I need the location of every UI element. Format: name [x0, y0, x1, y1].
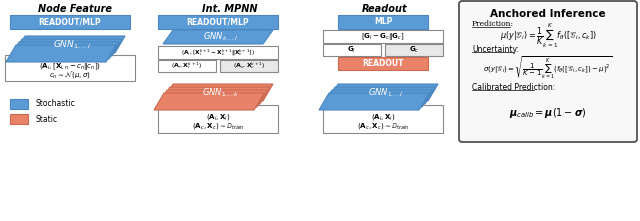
Text: $(\mathbf{A}_c, \mathbf{X}_c^{k+1})$: $(\mathbf{A}_c, \mathbf{X}_c^{k+1})$: [233, 61, 266, 71]
Text: Static: Static: [35, 114, 57, 124]
Text: $\mu(y|\mathscr{G}_i) = \dfrac{1}{K}\sum_{k=1}^{K} f_\theta([\mathscr{G}_i, c_k]: $\mu(y|\mathscr{G}_i) = \dfrac{1}{K}\sum…: [500, 22, 596, 50]
FancyBboxPatch shape: [158, 46, 278, 59]
Text: Readout: Readout: [362, 4, 408, 14]
Text: Uncertainty:: Uncertainty:: [472, 44, 519, 53]
Text: READOUT/MLP: READOUT/MLP: [187, 17, 250, 27]
Polygon shape: [328, 84, 438, 101]
Text: $(\mathbf{A}_i, [\mathbf{X}_i^{k+1} - \mathbf{X}_c^{k+1} \| \mathbf{X}_c^{k+1}]): $(\mathbf{A}_i, [\mathbf{X}_i^{k+1} - \m…: [181, 47, 255, 58]
Text: READOUT/MLP: READOUT/MLP: [38, 17, 101, 27]
Polygon shape: [6, 45, 116, 62]
Polygon shape: [322, 90, 432, 107]
Text: Node Feature: Node Feature: [38, 4, 112, 14]
FancyBboxPatch shape: [158, 15, 278, 29]
FancyBboxPatch shape: [323, 105, 443, 133]
Text: Int. MPNN: Int. MPNN: [202, 4, 258, 14]
Text: $GNN_{1...k}$: $GNN_{1...k}$: [202, 87, 240, 99]
Polygon shape: [319, 93, 429, 110]
FancyBboxPatch shape: [10, 15, 130, 29]
Text: $(\mathbf{A}_i, \mathbf{X}_i)$: $(\mathbf{A}_i, \mathbf{X}_i)$: [371, 112, 396, 122]
Text: $\mathbf{G}_c$: $\mathbf{G}_c$: [409, 45, 419, 55]
Text: $GNN_{k...l}$: $GNN_{k...l}$: [204, 31, 239, 43]
Text: $(\mathbf{A}_c, \mathbf{X}_c) \sim \mathbb{D}_{train}$: $(\mathbf{A}_c, \mathbf{X}_c) \sim \math…: [192, 121, 244, 131]
Text: READOUT: READOUT: [362, 59, 404, 68]
Text: Stochastic: Stochastic: [35, 99, 75, 109]
Polygon shape: [163, 30, 273, 44]
Text: Prediction:: Prediction:: [472, 20, 514, 28]
Text: $c_n \sim \mathcal{N}(\mu, \sigma)$: $c_n \sim \mathcal{N}(\mu, \sigma)$: [49, 69, 91, 80]
Text: Anchored Inference: Anchored Inference: [490, 9, 606, 19]
FancyBboxPatch shape: [323, 30, 443, 43]
FancyBboxPatch shape: [10, 99, 28, 109]
FancyBboxPatch shape: [459, 1, 637, 142]
Polygon shape: [15, 36, 125, 53]
Polygon shape: [325, 87, 435, 104]
FancyBboxPatch shape: [323, 44, 381, 56]
FancyBboxPatch shape: [5, 55, 135, 81]
Polygon shape: [154, 93, 264, 110]
Polygon shape: [157, 90, 267, 107]
Text: Calibrated Prediction:: Calibrated Prediction:: [472, 82, 556, 91]
Polygon shape: [163, 84, 273, 101]
Text: $(\mathbf{A}_c, \mathbf{X}_c) \sim \mathbb{D}_{train}$: $(\mathbf{A}_c, \mathbf{X}_c) \sim \math…: [356, 121, 409, 131]
Text: MLP: MLP: [374, 17, 392, 27]
Text: $[\mathbf{G}_i - \mathbf{G}_c \| \mathbf{G}_c]$: $[\mathbf{G}_i - \mathbf{G}_c \| \mathbf…: [361, 31, 405, 42]
Polygon shape: [160, 87, 270, 104]
FancyBboxPatch shape: [338, 15, 428, 29]
FancyBboxPatch shape: [158, 60, 216, 72]
FancyBboxPatch shape: [10, 114, 28, 124]
Text: $\sigma(y|\mathscr{G}_i) = \sqrt{\dfrac{1}{K-1}\sum_{k=1}^{K}(f_\theta([\mathscr: $\sigma(y|\mathscr{G}_i) = \sqrt{\dfrac{…: [483, 54, 612, 80]
Text: $GNN_{1...l}$: $GNN_{1...l}$: [368, 87, 404, 99]
Text: $GNN_{1...l}$: $GNN_{1...l}$: [53, 39, 91, 51]
Text: $(\mathbf{A}_i, \mathbf{X}_i^{k+1})$: $(\mathbf{A}_i, \mathbf{X}_i^{k+1})$: [172, 61, 203, 71]
FancyBboxPatch shape: [158, 105, 278, 133]
Text: $(\mathbf{A}_i, \mathbf{X}_i)$: $(\mathbf{A}_i, \mathbf{X}_i)$: [205, 112, 230, 122]
Text: $(\mathbf{A}_i, [\mathbf{X}_{i,n} - c_n \| c_n])$: $(\mathbf{A}_i, [\mathbf{X}_{i,n} - c_n …: [39, 61, 101, 72]
Polygon shape: [12, 39, 122, 56]
FancyBboxPatch shape: [338, 57, 428, 70]
FancyBboxPatch shape: [220, 60, 278, 72]
Polygon shape: [9, 42, 119, 59]
FancyBboxPatch shape: [385, 44, 443, 56]
Text: $\boldsymbol{\mu}_{calib} = \boldsymbol{\mu}(1 - \boldsymbol{\sigma})$: $\boldsymbol{\mu}_{calib} = \boldsymbol{…: [509, 106, 587, 120]
Text: $\mathbf{G}_i$: $\mathbf{G}_i$: [348, 45, 356, 55]
